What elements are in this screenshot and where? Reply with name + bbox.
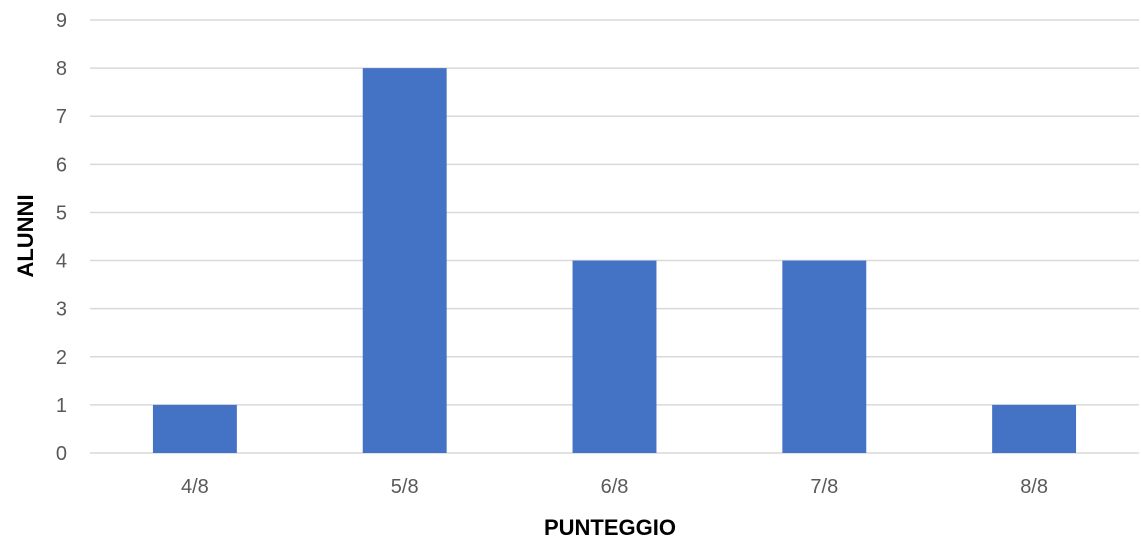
bar [782,260,867,453]
y-axis-ticks: 0 1 2 3 4 5 6 7 8 9 [56,10,67,465]
y-tick-label: 0 [56,443,67,465]
x-tick-label: 6/8 [601,476,629,498]
x-axis-ticks: 4/8 5/8 6/8 7/8 8/8 [181,476,1048,498]
y-tick-label: 5 [56,202,67,224]
bar [992,404,1077,453]
x-tick-label: 7/8 [810,476,838,498]
x-tick-label: 4/8 [181,476,209,498]
bars [152,68,1077,453]
y-axis-title: ALUNNI [13,194,38,277]
bar [362,68,447,453]
y-tick-label: 2 [56,347,67,369]
y-tick-label: 7 [56,106,67,128]
y-tick-label: 4 [56,251,67,273]
y-tick-label: 8 [56,58,67,80]
x-tick-label: 5/8 [391,476,419,498]
bar [152,404,237,453]
y-tick-label: 9 [56,10,67,32]
y-tick-label: 6 [56,154,67,176]
y-tick-label: 1 [56,395,67,417]
bar [572,260,657,453]
x-axis-title: PUNTEGGIO [544,515,676,540]
x-tick-label: 8/8 [1020,476,1048,498]
y-tick-label: 3 [56,299,67,321]
